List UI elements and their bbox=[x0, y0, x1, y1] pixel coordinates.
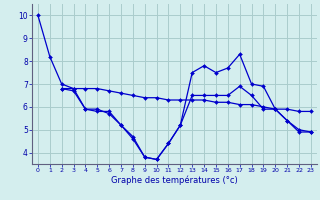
X-axis label: Graphe des températures (°c): Graphe des températures (°c) bbox=[111, 176, 238, 185]
